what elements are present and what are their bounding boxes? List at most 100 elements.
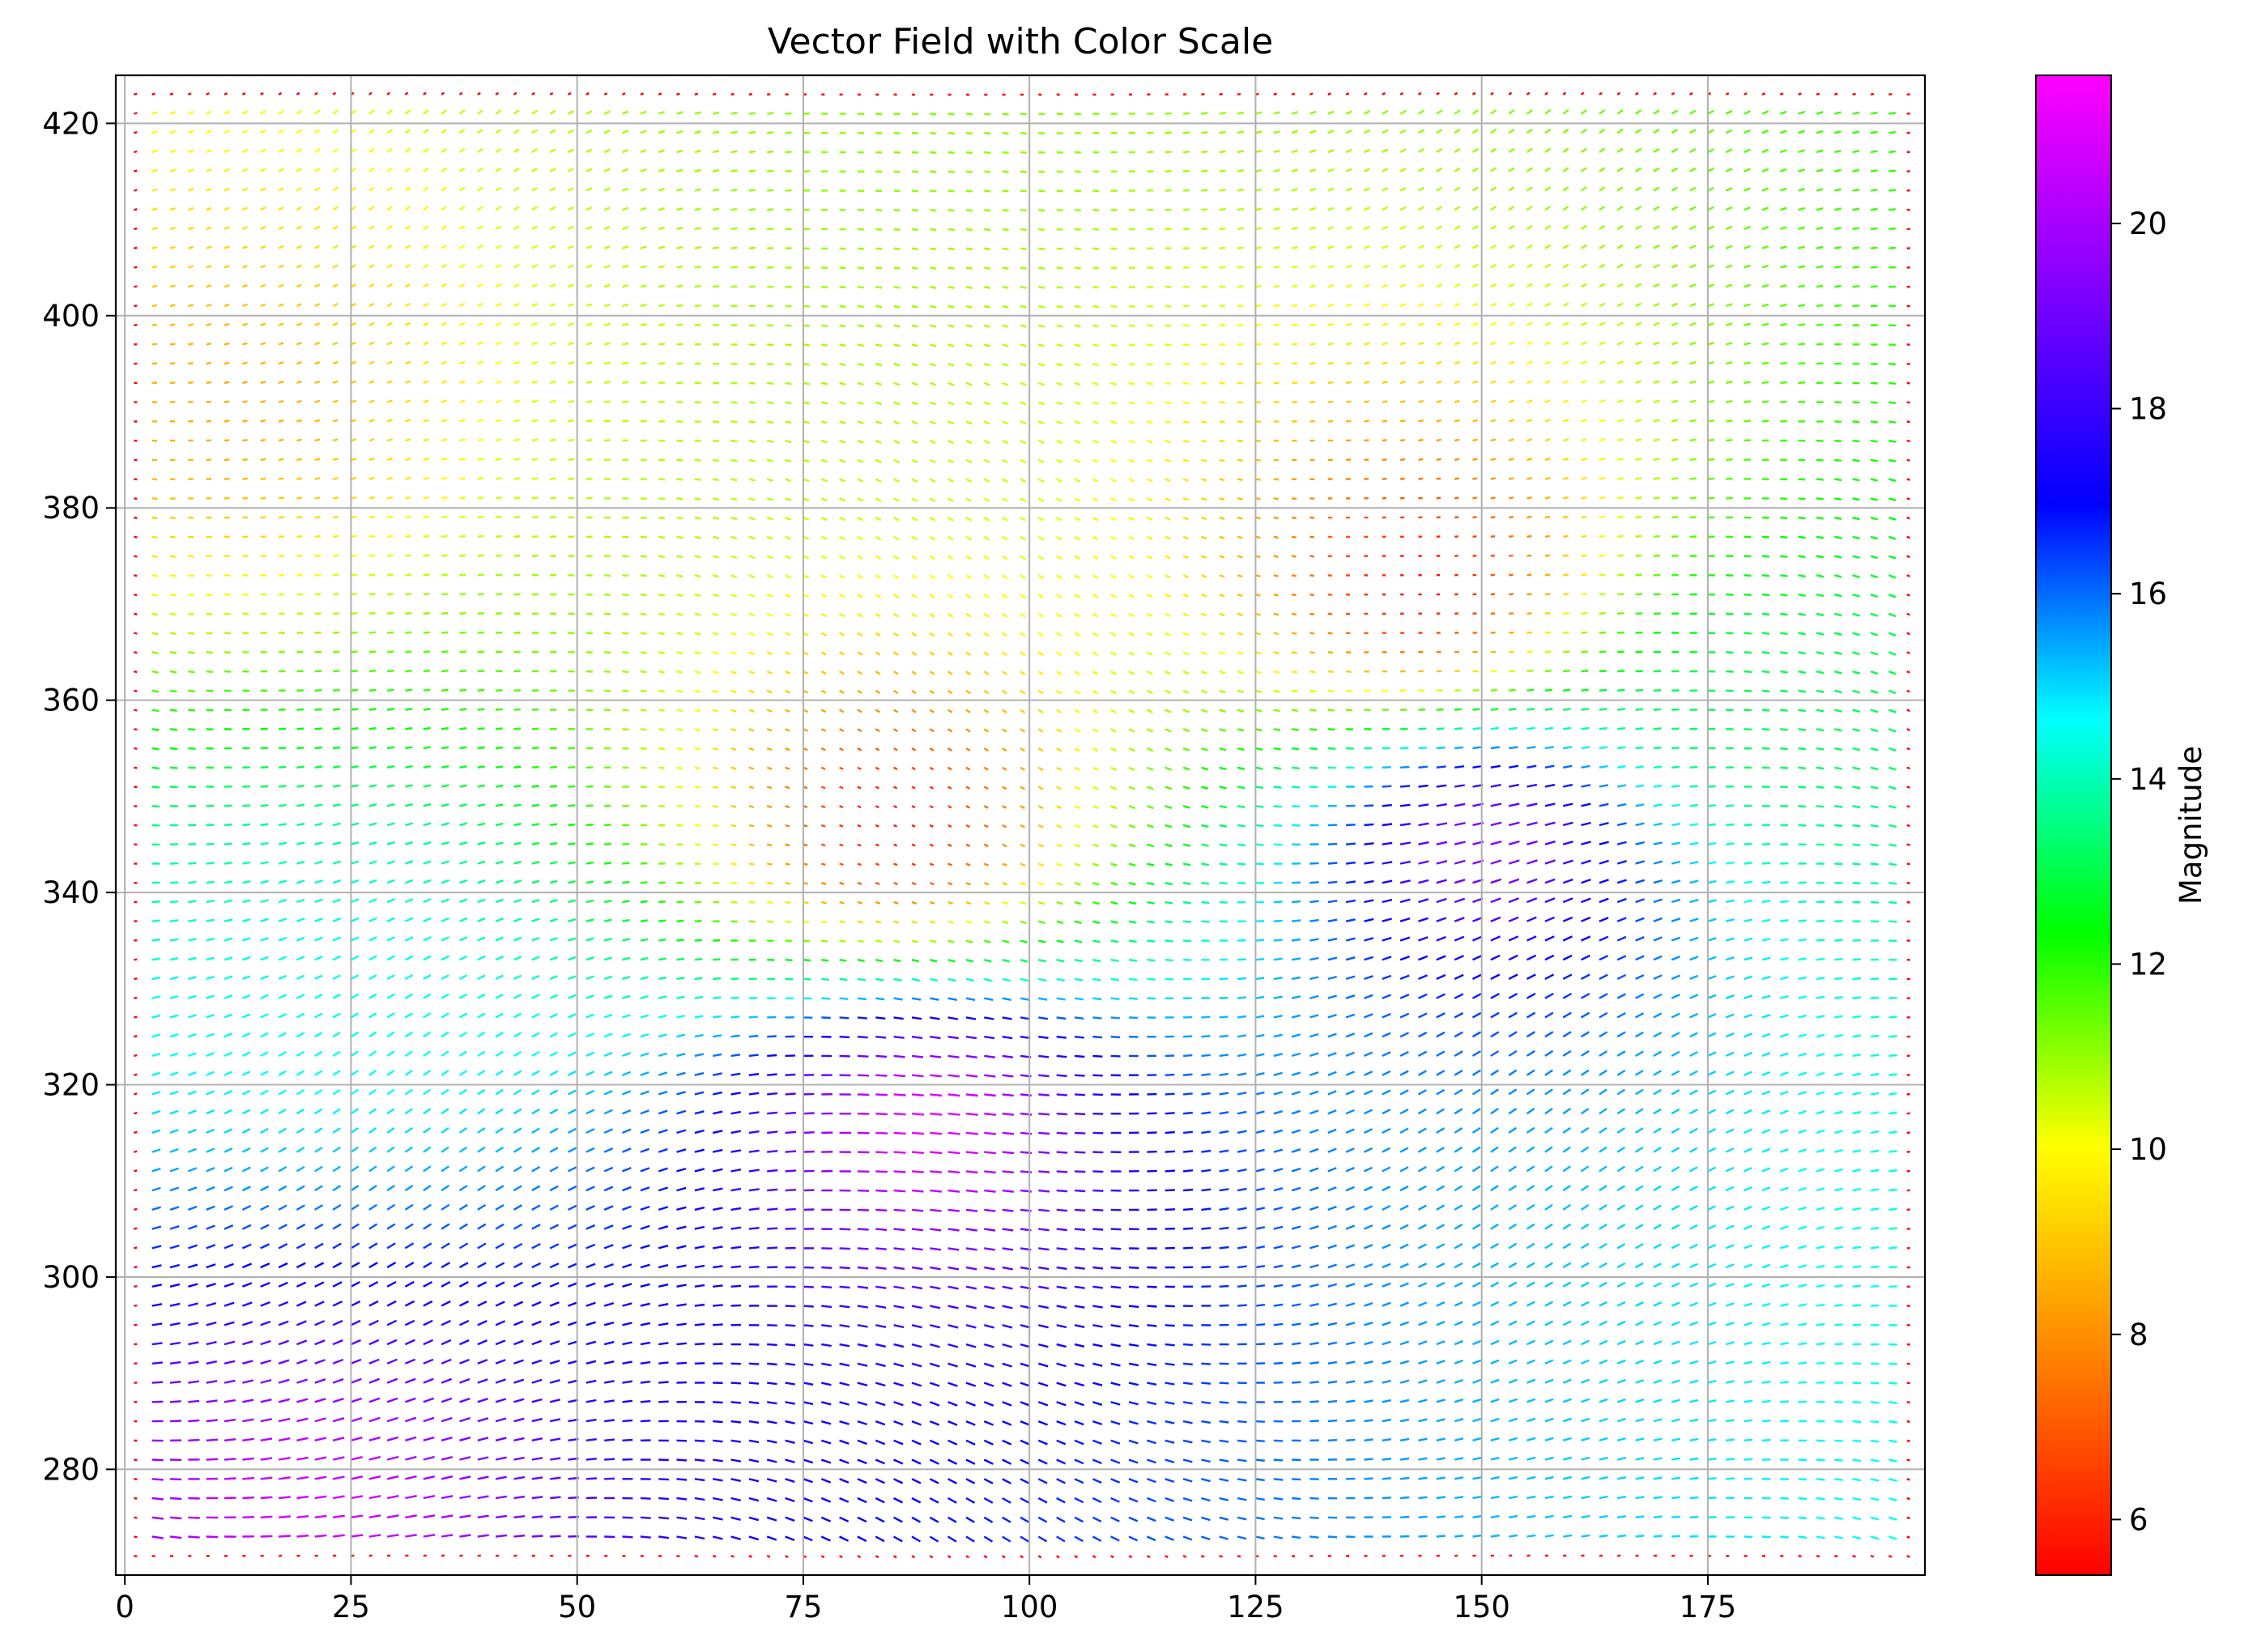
vector-arrow: [1092, 1555, 1096, 1559]
vector-arrow: [1562, 1495, 1573, 1500]
vector-arrow: [1183, 1227, 1194, 1230]
vector-arrow: [1635, 1282, 1644, 1288]
vector-arrow: [965, 959, 974, 963]
vector-arrow: [224, 956, 233, 961]
vector-arrow: [694, 728, 701, 731]
vector-arrow: [1509, 612, 1514, 615]
vector-arrow: [1002, 1535, 1011, 1543]
vector-arrow: [332, 917, 342, 922]
vector-arrow: [1291, 1225, 1301, 1230]
vector-arrow: [839, 1478, 849, 1484]
vector-arrow: [640, 1147, 650, 1153]
vector-arrow: [1508, 1281, 1518, 1288]
vector-arrow: [1616, 841, 1627, 845]
vector-arrow: [206, 1052, 215, 1058]
vector-arrow: [332, 993, 341, 999]
vector-arrow: [1888, 1478, 1897, 1482]
vector-arrow: [947, 1439, 958, 1446]
vector-arrow: [911, 1401, 922, 1407]
vector-arrow: [965, 1324, 977, 1329]
vector-arrow: [803, 1092, 815, 1096]
vector-arrow: [1074, 709, 1080, 714]
vector-arrow: [640, 1420, 651, 1423]
vector-arrow: [1074, 747, 1080, 752]
vector-arrow: [893, 824, 898, 828]
vector-arrow: [1417, 1185, 1427, 1192]
vector-arrow: [404, 1223, 414, 1230]
vector-arrow: [224, 1109, 233, 1115]
vector-arrow: [893, 1131, 906, 1135]
vector-arrow: [1562, 1223, 1572, 1230]
vector-arrow: [1364, 1301, 1373, 1307]
vector-arrow: [368, 688, 377, 692]
vector-arrow: [1906, 709, 1910, 713]
vector-arrow: [1744, 1051, 1752, 1058]
vector-arrow: [911, 939, 918, 943]
vector-arrow: [911, 862, 916, 866]
vector-arrow: [730, 1245, 742, 1250]
vector-arrow: [1635, 1031, 1644, 1038]
vector-arrow: [1653, 1301, 1663, 1307]
vector-arrow: [603, 1244, 614, 1250]
vector-arrow: [332, 1012, 341, 1019]
vector-arrow: [857, 1458, 867, 1465]
vector-arrow: [423, 1319, 433, 1326]
vector-arrow: [568, 1340, 578, 1346]
vector-arrow: [1291, 1303, 1301, 1307]
vector-arrow: [1635, 1457, 1645, 1461]
vector-arrow: [1599, 897, 1609, 904]
vector-arrow: [676, 1478, 688, 1481]
vector-arrow: [1364, 1089, 1373, 1096]
vector-arrow: [1002, 1497, 1011, 1504]
vector-arrow: [767, 1246, 778, 1250]
vector-arrow: [351, 1436, 363, 1441]
vector-arrow: [1707, 1262, 1717, 1269]
vector-arrow: [134, 1246, 138, 1250]
vector-arrow: [1309, 1225, 1319, 1230]
vector-arrow: [151, 1167, 161, 1173]
vector-arrow: [1616, 1031, 1626, 1038]
vector-arrow: [1201, 901, 1210, 905]
vector-arrow: [1888, 766, 1897, 771]
vector-arrow: [405, 726, 413, 730]
vector-arrow: [893, 843, 898, 847]
vector-arrow: [332, 1146, 341, 1153]
vector-arrow: [640, 938, 649, 942]
vector-arrow: [1454, 1320, 1463, 1326]
vector-arrow: [1490, 746, 1501, 750]
vector-arrow: [730, 1535, 741, 1540]
vector-arrow: [1653, 974, 1663, 980]
vector-arrow: [1382, 1360, 1391, 1365]
vector-arrow: [1037, 1420, 1049, 1426]
vector-arrow: [1327, 1109, 1337, 1115]
vector-arrow: [965, 594, 972, 599]
vector-arrow: [1364, 1477, 1373, 1480]
vector-arrow: [1888, 670, 1897, 675]
vector-arrow: [1562, 1262, 1572, 1269]
vector-arrow: [386, 993, 395, 999]
vector-arrow: [1544, 1301, 1554, 1307]
vector-arrow: [1418, 993, 1428, 999]
vector-arrow: [260, 1051, 269, 1057]
vector-arrow: [169, 670, 177, 674]
vector-arrow: [929, 689, 935, 695]
vector-arrow: [585, 1109, 595, 1115]
vector-arrow: [1852, 612, 1860, 617]
vector-arrow: [1002, 1074, 1014, 1078]
vector-arrow: [1454, 955, 1464, 961]
vector-arrow: [857, 1247, 869, 1250]
vector-arrow: [1165, 1439, 1175, 1444]
vector-arrow: [730, 670, 737, 675]
vector-arrow: [495, 1359, 506, 1365]
vector-arrow: [713, 1034, 722, 1038]
vector-arrow: [1870, 1034, 1880, 1038]
vector-arrow: [1671, 823, 1680, 827]
vector-arrow: [188, 1535, 200, 1539]
vector-arrow: [930, 1170, 943, 1173]
vector-arrow: [386, 1184, 396, 1192]
vector-arrow: [1562, 1514, 1573, 1518]
vector-arrow: [1291, 632, 1297, 635]
vector-arrow: [1038, 997, 1048, 1001]
vector-arrow: [875, 1420, 886, 1426]
vector-arrow: [386, 611, 394, 615]
